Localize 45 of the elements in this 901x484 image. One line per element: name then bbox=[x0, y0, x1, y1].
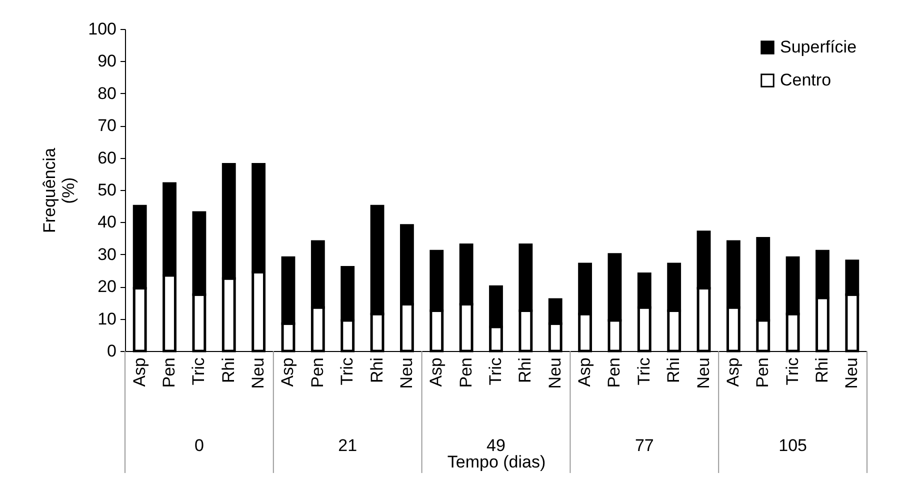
y-tick-label: 100 bbox=[88, 20, 116, 38]
x-tick-label: Neu bbox=[396, 358, 416, 389]
y-tick-label: 20 bbox=[98, 277, 116, 296]
x-tick-label: Rhi bbox=[218, 358, 238, 384]
x-tick-label: Asp bbox=[426, 358, 446, 387]
x-tick-label: Pen bbox=[604, 358, 624, 388]
y-tick-label: 90 bbox=[98, 52, 116, 71]
x-tick-label: Rhi bbox=[664, 358, 684, 384]
x-tick-label: Pen bbox=[753, 358, 772, 388]
y-tick-label: 0 bbox=[107, 342, 116, 360]
text: 21 bbox=[338, 436, 358, 455]
x-tick-label: Rhi bbox=[516, 358, 535, 384]
y-tick-label: 50 bbox=[98, 180, 116, 200]
x-tick-label: Asp bbox=[278, 358, 298, 387]
x-tick-label: Tric bbox=[486, 357, 505, 386]
x-tick-label: Tric bbox=[782, 357, 802, 386]
legend-label: Centro bbox=[780, 70, 832, 90]
x-tick-label: Neu bbox=[694, 358, 713, 389]
legend-label: Superfície bbox=[780, 38, 857, 56]
x-tick-label: Neu bbox=[248, 358, 268, 389]
x-tick-label: Pen bbox=[456, 358, 476, 388]
y-tick-label: 80 bbox=[98, 84, 116, 103]
y-axis-title: Frequência (%) bbox=[40, 147, 78, 234]
x-tick-label: Tric bbox=[189, 357, 208, 386]
text: 105 bbox=[778, 436, 807, 455]
x-tick-label: Asp bbox=[130, 358, 149, 387]
x-tick-label: Neu bbox=[842, 358, 862, 389]
x-tick-label: Rhi bbox=[367, 358, 386, 384]
x-tick-label: Tric bbox=[634, 357, 654, 386]
y-tick-label: 10 bbox=[98, 309, 116, 328]
x-tick-label: Asp bbox=[723, 358, 742, 387]
y-tick-label: 30 bbox=[98, 244, 116, 264]
x-tick-label: Rhi bbox=[812, 358, 832, 384]
x-tick-label: Pen bbox=[308, 358, 327, 388]
text: 0 bbox=[194, 436, 204, 455]
text: 77 bbox=[634, 436, 654, 455]
y-tick-label: 70 bbox=[98, 116, 116, 136]
x-axis-title: Tempo (dias) bbox=[447, 452, 546, 472]
y-tick-label: 60 bbox=[98, 148, 116, 168]
x-tick-label: Tric bbox=[338, 357, 357, 386]
y-tick-label: 40 bbox=[98, 212, 116, 232]
x-tick-label: Neu bbox=[545, 358, 564, 389]
x-tick-label: Pen bbox=[160, 358, 179, 388]
text: 49 bbox=[486, 436, 506, 455]
x-tick-label: Asp bbox=[575, 358, 594, 387]
